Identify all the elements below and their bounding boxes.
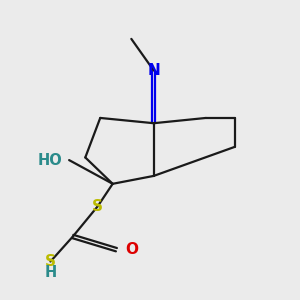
- Text: S: S: [92, 199, 103, 214]
- Text: S: S: [45, 254, 56, 269]
- Text: H: H: [44, 266, 57, 280]
- Text: O: O: [125, 242, 138, 257]
- Text: N: N: [147, 63, 160, 78]
- Text: HO: HO: [38, 153, 63, 168]
